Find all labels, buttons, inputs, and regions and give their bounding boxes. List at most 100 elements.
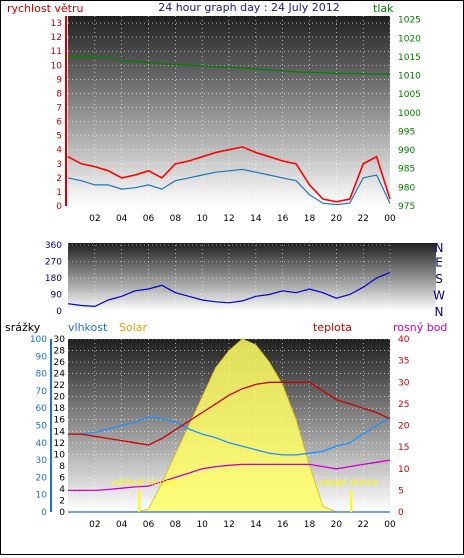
y-tick-rain: 14	[54, 427, 66, 437]
y-tick-right: 990	[398, 146, 415, 156]
y-tick-right: 975	[398, 202, 415, 212]
y-tick-temperature: 40	[398, 335, 410, 345]
y-tick-right: 1010	[398, 72, 421, 82]
y-tick-rain: 20	[54, 393, 66, 403]
compass-letter: E	[435, 256, 443, 270]
y-tick-rain: 18	[54, 404, 66, 414]
x-tick-label: 06	[143, 214, 155, 224]
y-tick-left: 2	[56, 174, 62, 184]
wind-right-label: tlak	[373, 2, 394, 15]
y-tick-right: 1005	[398, 90, 421, 100]
y-tick-rain: 6	[59, 473, 65, 483]
y-tick-left: 8	[56, 89, 62, 99]
y-tick-rain: 10	[54, 450, 66, 460]
sunset-label: západ slunce	[319, 478, 379, 488]
x-tick-label: 18	[304, 214, 316, 224]
series-direction	[67, 271, 391, 308]
y-tick-temperature: 35	[398, 357, 409, 367]
x-tick-label: 04	[116, 520, 128, 530]
series-dewpoint	[68, 459, 391, 492]
series-gust	[67, 168, 391, 206]
y-tick-humidity: 80	[36, 370, 48, 380]
x-tick-label: 20	[331, 214, 343, 224]
rain-label: srážky	[5, 321, 41, 334]
x-tick-label: 00	[384, 520, 396, 530]
y-tick-rain: 4	[59, 485, 65, 495]
x-tick-label: 14	[250, 520, 262, 530]
compass-letter: N	[435, 241, 444, 255]
y-tick-humidity: 50	[36, 422, 48, 432]
y-tick-left: 10	[51, 61, 63, 71]
series-speed	[67, 146, 391, 203]
y-tick-direction: 270	[45, 258, 62, 268]
x-tick-label: 16	[277, 214, 289, 224]
x-tick-label: 02	[89, 214, 100, 224]
y-tick-direction: 0	[56, 307, 62, 317]
x-tick-label: 04	[116, 214, 128, 224]
compass-letter: W	[433, 289, 445, 303]
x-tick-label: 10	[196, 520, 208, 530]
y-tick-left: 7	[56, 103, 62, 113]
y-tick-rain: 0	[59, 508, 65, 518]
series-humidity	[68, 416, 391, 456]
y-tick-direction: 360	[45, 241, 62, 251]
y-tick-rain: 8	[59, 462, 65, 472]
wind-left-label: rychlost větru	[7, 2, 83, 15]
series-temperature	[68, 381, 391, 446]
y-tick-right: 1015	[398, 53, 421, 63]
y-tick-humidity: 70	[36, 387, 48, 397]
wind-plot-area	[68, 16, 390, 206]
y-tick-rain: 28	[54, 347, 66, 357]
y-tick-temperature: 20	[398, 422, 410, 432]
y-tick-temperature: 5	[398, 486, 404, 496]
x-tick-label: 20	[331, 520, 343, 530]
y-tick-humidity: 90	[36, 352, 48, 362]
y-tick-right: 985	[398, 165, 415, 175]
y-tick-right: 980	[398, 183, 415, 193]
x-tick-label: 00	[384, 214, 396, 224]
y-tick-temperature: 15	[398, 443, 409, 453]
y-tick-left: 1	[56, 188, 62, 198]
y-tick-right: 1020	[398, 34, 421, 44]
y-tick-humidity: 10	[36, 491, 48, 501]
solar-label: Solar	[119, 321, 148, 334]
y-tick-right: 995	[398, 127, 415, 137]
x-tick-label: 12	[223, 214, 234, 224]
y-tick-humidity: 60	[36, 404, 48, 414]
y-tick-rain: 16	[54, 416, 66, 426]
x-tick-label: 14	[250, 214, 262, 224]
x-tick-label: 08	[170, 214, 182, 224]
compass-letter: N	[435, 305, 444, 319]
x-tick-label: 06	[143, 520, 155, 530]
y-tick-direction: 90	[51, 291, 63, 301]
y-tick-rain: 30	[54, 335, 66, 345]
x-tick-label: 12	[223, 520, 234, 530]
y-tick-left: 13	[51, 19, 62, 29]
y-tick-left: 11	[51, 47, 62, 57]
y-tick-left: 0	[56, 202, 62, 212]
y-tick-left: 12	[51, 33, 62, 43]
sunrise-label: východ slunce	[111, 478, 176, 488]
temperature-label: teplota	[313, 321, 352, 334]
x-tick-label: 16	[277, 520, 289, 530]
x-tick-label: 22	[357, 214, 368, 224]
y-tick-humidity: 20	[36, 473, 48, 483]
x-tick-label: 18	[304, 520, 316, 530]
x-tick-label: 08	[170, 520, 182, 530]
y-tick-left: 5	[56, 132, 62, 142]
humidity-label: vlhkost	[68, 321, 108, 334]
y-tick-temperature: 25	[398, 400, 409, 410]
y-tick-temperature: 0	[398, 508, 404, 518]
x-tick-label: 10	[196, 214, 208, 224]
y-tick-direction: 180	[45, 274, 62, 284]
y-tick-left: 6	[56, 118, 62, 128]
y-tick-left: 9	[56, 75, 62, 85]
y-tick-left: 3	[56, 160, 62, 170]
y-tick-humidity: 40	[36, 439, 48, 449]
title: 24 hour graph day : 24 July 2012	[158, 1, 340, 14]
direction-plot-area	[68, 243, 436, 311]
y-tick-left: 4	[56, 146, 62, 156]
y-tick-right: 1025	[398, 16, 421, 26]
y-tick-humidity: 100	[30, 335, 47, 345]
